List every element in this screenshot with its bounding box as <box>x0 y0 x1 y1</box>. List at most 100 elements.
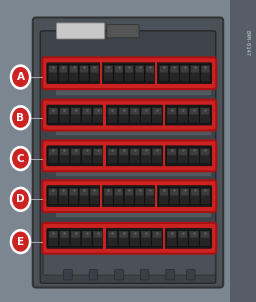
Bar <box>100 62 102 84</box>
Bar <box>155 185 157 207</box>
FancyBboxPatch shape <box>190 149 198 155</box>
FancyBboxPatch shape <box>60 231 69 238</box>
FancyBboxPatch shape <box>70 107 81 123</box>
FancyBboxPatch shape <box>71 231 80 238</box>
Circle shape <box>11 148 30 169</box>
FancyBboxPatch shape <box>93 149 102 155</box>
FancyBboxPatch shape <box>145 188 155 205</box>
FancyBboxPatch shape <box>57 23 105 39</box>
FancyBboxPatch shape <box>152 230 162 246</box>
FancyBboxPatch shape <box>188 148 199 164</box>
FancyBboxPatch shape <box>200 107 210 123</box>
Bar <box>230 0 256 302</box>
FancyBboxPatch shape <box>49 189 57 195</box>
FancyBboxPatch shape <box>179 188 190 205</box>
FancyBboxPatch shape <box>48 188 58 205</box>
FancyBboxPatch shape <box>107 148 118 164</box>
FancyBboxPatch shape <box>70 189 78 195</box>
FancyBboxPatch shape <box>152 107 162 123</box>
FancyBboxPatch shape <box>179 65 190 82</box>
FancyBboxPatch shape <box>142 231 150 238</box>
FancyBboxPatch shape <box>89 65 100 82</box>
FancyBboxPatch shape <box>142 108 150 114</box>
FancyBboxPatch shape <box>79 65 89 82</box>
FancyBboxPatch shape <box>119 108 128 114</box>
FancyBboxPatch shape <box>136 189 144 195</box>
FancyBboxPatch shape <box>80 189 88 195</box>
Text: B4M-0147: B4M-0147 <box>244 30 250 56</box>
FancyBboxPatch shape <box>70 148 81 164</box>
Bar <box>103 228 106 249</box>
FancyBboxPatch shape <box>201 231 209 238</box>
FancyBboxPatch shape <box>169 65 179 82</box>
FancyBboxPatch shape <box>82 149 91 155</box>
FancyBboxPatch shape <box>131 108 139 114</box>
FancyBboxPatch shape <box>42 100 216 130</box>
Circle shape <box>10 187 31 212</box>
FancyBboxPatch shape <box>108 149 117 155</box>
FancyBboxPatch shape <box>49 108 58 114</box>
FancyBboxPatch shape <box>42 223 216 254</box>
FancyBboxPatch shape <box>181 66 189 72</box>
FancyBboxPatch shape <box>146 66 154 72</box>
FancyBboxPatch shape <box>93 108 102 114</box>
FancyBboxPatch shape <box>169 188 179 205</box>
FancyBboxPatch shape <box>125 66 133 72</box>
FancyBboxPatch shape <box>114 65 124 82</box>
FancyBboxPatch shape <box>42 57 216 89</box>
FancyBboxPatch shape <box>118 107 129 123</box>
FancyBboxPatch shape <box>33 18 223 288</box>
FancyBboxPatch shape <box>59 230 70 246</box>
FancyBboxPatch shape <box>82 231 91 238</box>
FancyBboxPatch shape <box>59 66 67 72</box>
FancyBboxPatch shape <box>177 107 188 123</box>
Circle shape <box>10 229 31 254</box>
FancyBboxPatch shape <box>81 148 92 164</box>
Circle shape <box>10 105 31 130</box>
FancyBboxPatch shape <box>167 149 176 155</box>
FancyBboxPatch shape <box>166 230 177 246</box>
FancyBboxPatch shape <box>129 107 140 123</box>
FancyBboxPatch shape <box>81 230 92 246</box>
FancyBboxPatch shape <box>49 149 58 155</box>
FancyBboxPatch shape <box>107 230 118 246</box>
FancyBboxPatch shape <box>59 107 70 123</box>
FancyBboxPatch shape <box>190 231 198 238</box>
FancyBboxPatch shape <box>49 231 58 238</box>
FancyBboxPatch shape <box>167 108 176 114</box>
FancyBboxPatch shape <box>63 270 72 280</box>
FancyBboxPatch shape <box>59 189 67 195</box>
FancyBboxPatch shape <box>115 66 123 72</box>
FancyBboxPatch shape <box>140 148 151 164</box>
FancyBboxPatch shape <box>200 65 210 82</box>
FancyBboxPatch shape <box>134 65 145 82</box>
FancyBboxPatch shape <box>124 188 134 205</box>
FancyBboxPatch shape <box>188 230 199 246</box>
FancyBboxPatch shape <box>166 270 175 280</box>
FancyBboxPatch shape <box>89 270 98 280</box>
FancyBboxPatch shape <box>60 149 69 155</box>
FancyBboxPatch shape <box>186 270 195 280</box>
FancyBboxPatch shape <box>140 230 151 246</box>
FancyBboxPatch shape <box>79 188 89 205</box>
FancyBboxPatch shape <box>43 252 215 275</box>
Bar <box>100 185 102 207</box>
FancyBboxPatch shape <box>104 66 112 72</box>
Bar <box>103 104 106 126</box>
FancyBboxPatch shape <box>190 108 198 114</box>
FancyBboxPatch shape <box>107 24 139 38</box>
Text: D: D <box>16 194 25 204</box>
FancyBboxPatch shape <box>188 107 199 123</box>
FancyBboxPatch shape <box>118 148 129 164</box>
FancyBboxPatch shape <box>58 188 68 205</box>
Bar <box>103 145 106 166</box>
FancyBboxPatch shape <box>103 65 113 82</box>
FancyBboxPatch shape <box>69 65 79 82</box>
FancyBboxPatch shape <box>190 65 200 82</box>
FancyBboxPatch shape <box>59 148 70 164</box>
FancyBboxPatch shape <box>200 230 210 246</box>
FancyBboxPatch shape <box>200 188 210 205</box>
FancyBboxPatch shape <box>153 108 161 114</box>
FancyBboxPatch shape <box>170 66 178 72</box>
FancyBboxPatch shape <box>178 149 187 155</box>
